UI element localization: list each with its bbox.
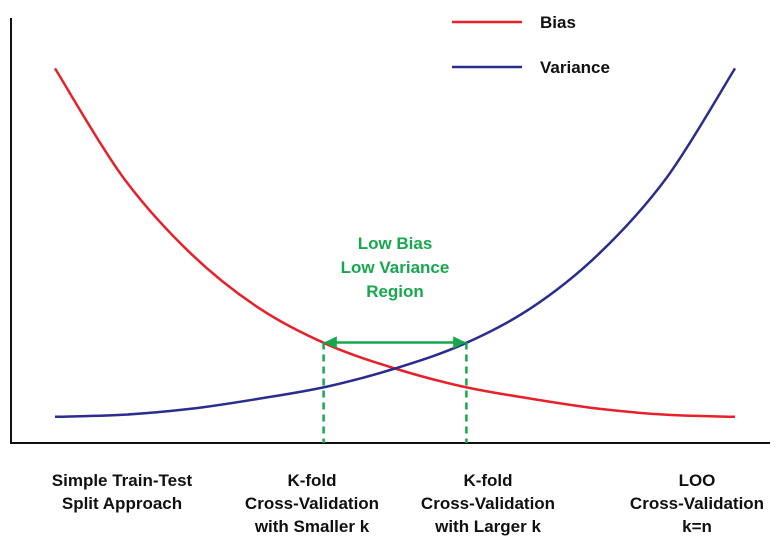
category-label: K-fold (287, 471, 336, 490)
category-kfold-larger-k: K-fold Cross-Validation with Larger k (421, 471, 555, 536)
bias-curve (53, 67, 736, 419)
category-label: with Larger k (434, 517, 541, 536)
category-label: k=n (682, 517, 712, 536)
category-label: Simple Train-Test (52, 471, 193, 490)
category-label: LOO (679, 471, 716, 490)
category-label: K-fold (463, 471, 512, 490)
category-kfold-smaller-k: K-fold Cross-Validation with Smaller k (245, 471, 379, 536)
category-label: with Smaller k (254, 517, 370, 536)
legend-variance-label: Variance (540, 58, 610, 77)
annotation-line-2: Low Variance (341, 258, 450, 277)
category-label: Cross-Validation (421, 494, 555, 513)
category-label: Cross-Validation (245, 494, 379, 513)
legend-bias-label: Bias (540, 13, 576, 32)
annotation-line-1: Low Bias (358, 234, 433, 253)
category-label: Split Approach (62, 494, 182, 513)
annotation-line-3: Region (366, 282, 424, 301)
category-label: Cross-Validation (630, 494, 764, 513)
category-loo: LOO Cross-Validation k=n (630, 471, 764, 536)
category-simple-train-test: Simple Train-Test Split Approach (52, 471, 193, 513)
variance-curve (54, 67, 737, 419)
